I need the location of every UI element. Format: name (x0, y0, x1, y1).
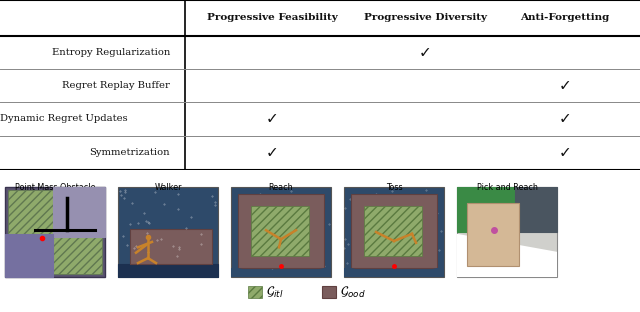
Text: Reach: Reach (269, 183, 293, 192)
Text: Progressive Feasibility: Progressive Feasibility (207, 13, 338, 22)
Bar (5, 234, 53, 277)
Bar (118, 264, 218, 277)
Text: $\mathcal{G}_{ood}$: $\mathcal{G}_{ood}$ (340, 285, 365, 300)
Bar (118, 187, 218, 277)
Bar (351, 194, 437, 268)
Bar (5, 187, 105, 277)
Text: Regret Replay Buffer: Regret Replay Buffer (62, 81, 170, 90)
Text: Pick and Reach: Pick and Reach (477, 183, 538, 192)
Bar (322, 286, 336, 298)
Polygon shape (394, 268, 444, 277)
Text: Symmetrization: Symmetrization (90, 148, 170, 157)
Polygon shape (281, 268, 331, 277)
Text: Walker: Walker (154, 183, 182, 192)
Bar (53, 187, 105, 236)
Text: Entropy Regularization: Entropy Regularization (52, 48, 170, 57)
Text: Progressive Diversity: Progressive Diversity (364, 13, 486, 22)
Text: ✓: ✓ (419, 45, 431, 60)
Bar (231, 187, 331, 277)
Text: $\mathcal{G}_{itl}$: $\mathcal{G}_{itl}$ (266, 285, 284, 300)
Bar (457, 187, 557, 277)
Text: ✓: ✓ (266, 145, 279, 160)
Text: ✓: ✓ (266, 111, 279, 126)
Polygon shape (457, 234, 557, 277)
Polygon shape (231, 268, 281, 277)
Bar (248, 286, 262, 298)
Bar (130, 229, 212, 264)
Bar (238, 194, 324, 268)
Bar (515, 187, 557, 232)
Text: ✓: ✓ (559, 78, 572, 93)
Text: Dynamic Regret Updates: Dynamic Regret Updates (0, 115, 127, 124)
Text: ✓: ✓ (559, 145, 572, 160)
Bar (457, 187, 515, 232)
Bar (251, 206, 309, 256)
Bar (344, 187, 444, 277)
Bar (8, 190, 102, 274)
Bar (467, 203, 519, 266)
Text: Toss: Toss (386, 183, 403, 192)
Text: Anti-Forgetting: Anti-Forgetting (520, 13, 610, 22)
Polygon shape (344, 268, 394, 277)
Text: Point Mass Obstacle: Point Mass Obstacle (15, 183, 95, 192)
Bar (364, 206, 422, 256)
Text: ✓: ✓ (559, 111, 572, 126)
